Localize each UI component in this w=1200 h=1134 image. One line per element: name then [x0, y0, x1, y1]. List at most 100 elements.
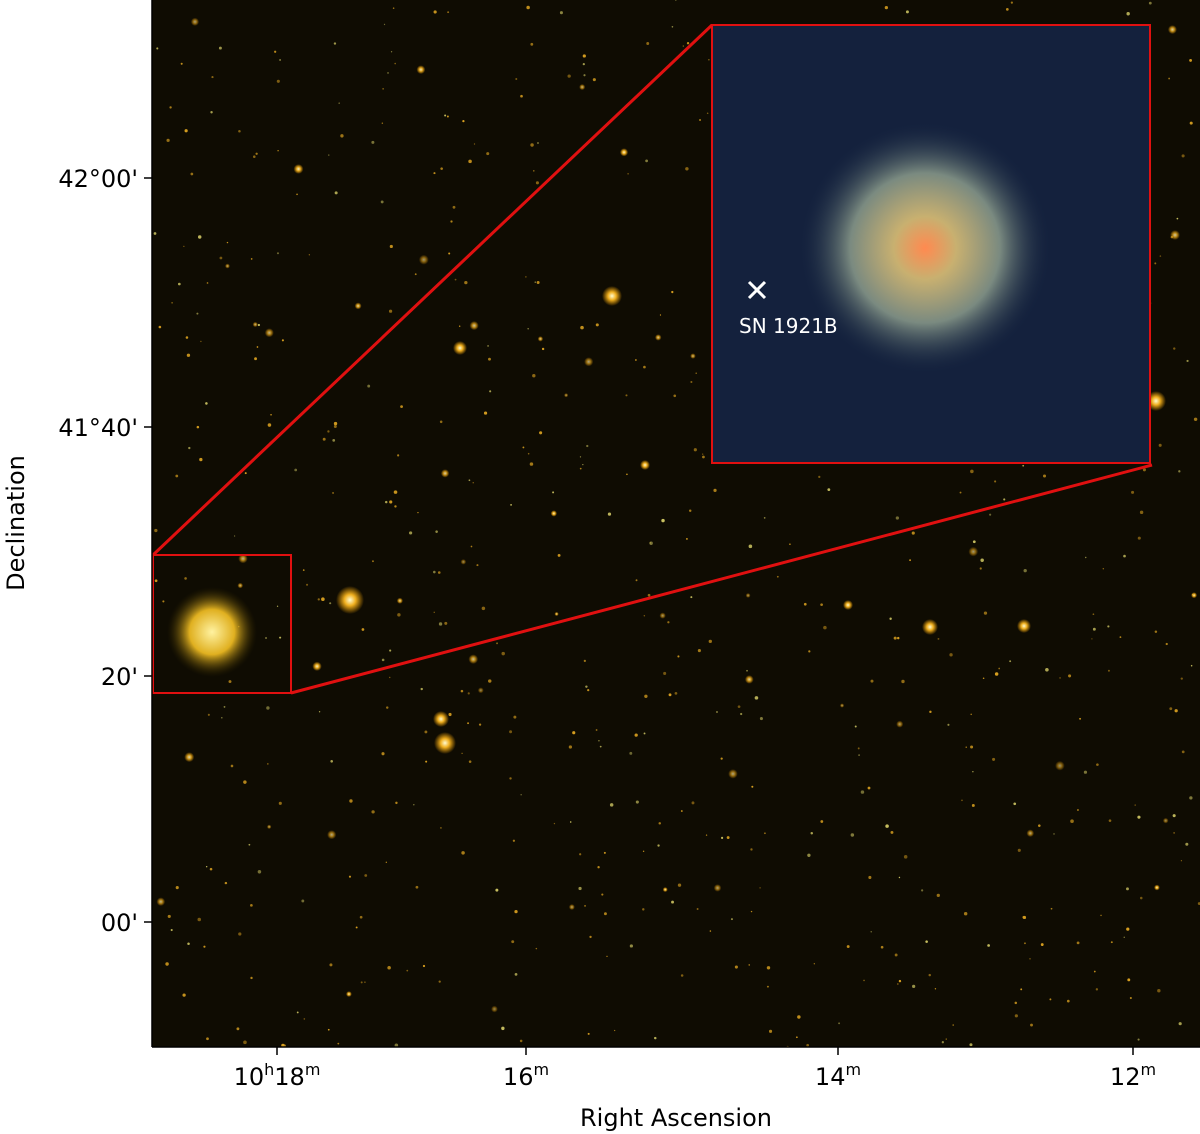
star: [644, 694, 648, 698]
star: [896, 720, 904, 728]
star: [884, 5, 888, 10]
star: [243, 1040, 247, 1045]
star: [1137, 1038, 1140, 1041]
star: [1178, 470, 1181, 473]
star: [1180, 677, 1183, 680]
star: [1181, 154, 1185, 158]
star: [1038, 824, 1041, 827]
star: [921, 889, 924, 892]
star: [306, 583, 309, 586]
star: [281, 1043, 285, 1047]
star: [823, 625, 827, 630]
star: [328, 154, 330, 156]
star: [1173, 832, 1176, 834]
star: [329, 963, 333, 967]
star: [609, 803, 614, 807]
star: [807, 853, 811, 857]
star: [987, 944, 990, 947]
star: [726, 836, 730, 839]
star: [750, 910, 753, 913]
star: [643, 615, 646, 617]
star: [464, 280, 468, 285]
star: [180, 62, 183, 65]
star: [1185, 842, 1189, 846]
star: [389, 244, 393, 249]
star: [203, 945, 206, 948]
star: [863, 979, 865, 982]
star: [535, 947, 538, 950]
star: [166, 138, 170, 142]
star: [766, 985, 769, 988]
star: [334, 191, 338, 195]
star: [389, 649, 392, 652]
star: [901, 679, 905, 684]
star: [813, 963, 815, 965]
star: [301, 899, 305, 903]
star: [167, 914, 171, 918]
y-tick-label: 42°00': [58, 165, 138, 193]
star: [1153, 884, 1160, 891]
star: [682, 45, 685, 47]
star: [1110, 941, 1113, 944]
unit: m: [845, 1060, 861, 1079]
y-tick-label: 20': [101, 663, 138, 691]
star: [420, 687, 423, 691]
star: [187, 942, 190, 946]
star: [338, 102, 340, 104]
star: [870, 931, 872, 933]
star: [224, 881, 228, 885]
star: [537, 336, 544, 342]
star: [532, 374, 536, 378]
star: [1049, 998, 1052, 1001]
star: [530, 143, 534, 147]
star: [409, 531, 413, 535]
star: [1096, 763, 1099, 766]
star: [265, 637, 267, 639]
star: [250, 976, 253, 980]
star: [677, 883, 682, 887]
star: [635, 579, 638, 582]
star: [1076, 941, 1080, 945]
star: [1014, 1001, 1018, 1005]
star: [1030, 1023, 1033, 1027]
sn-label: SN 1921B: [739, 314, 838, 338]
star: [586, 444, 589, 448]
star: [750, 848, 753, 851]
star: [390, 51, 393, 53]
star: [1013, 802, 1017, 806]
star: [468, 159, 472, 164]
star: [476, 564, 479, 567]
star: [520, 794, 522, 796]
star: [680, 810, 683, 812]
star: [980, 558, 984, 563]
star: [989, 513, 992, 516]
star: [539, 431, 543, 435]
star: [435, 530, 438, 533]
star: [394, 505, 397, 508]
star: [395, 801, 398, 805]
star: [763, 517, 766, 519]
star: [721, 836, 724, 839]
star: [979, 567, 982, 570]
star: [303, 1018, 306, 1020]
star: [806, 1043, 810, 1047]
star: [510, 503, 512, 506]
star: [424, 730, 428, 734]
star: [934, 988, 937, 990]
star: [559, 11, 563, 15]
star: [522, 446, 525, 449]
star: [903, 855, 908, 859]
star: [789, 543, 791, 546]
star: [795, 1036, 798, 1039]
star: [437, 571, 441, 574]
star: [1126, 887, 1129, 891]
star: [885, 824, 889, 828]
zoom-line: [290, 463, 1153, 695]
bright-star: [1017, 619, 1031, 633]
star: [381, 658, 385, 662]
star: [230, 764, 234, 768]
star: [838, 1022, 841, 1025]
star: [1083, 770, 1088, 774]
star: [607, 512, 612, 516]
